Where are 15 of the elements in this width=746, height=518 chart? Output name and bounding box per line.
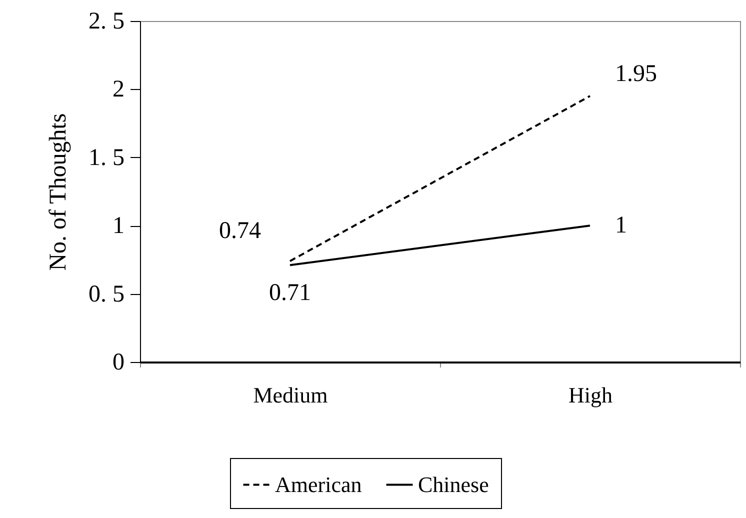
- data-label: 0.71: [269, 280, 311, 306]
- data-label: 1.95: [615, 61, 657, 88]
- legend-label: Chinese: [418, 472, 489, 497]
- y-tick-label: 2: [112, 76, 124, 103]
- y-tick-label: 1: [112, 213, 124, 240]
- data-label: 1: [615, 212, 627, 239]
- y-tick-label: 1. 5: [88, 144, 124, 171]
- legend-label: American: [275, 472, 362, 497]
- y-tick-label: 0: [112, 350, 124, 376]
- data-label: 0.74: [219, 218, 261, 244]
- x-tick-label: Medium: [253, 382, 328, 408]
- y-axis-title: No. of Thoughts: [46, 113, 72, 271]
- y-tick-label: 2. 5: [88, 8, 124, 34]
- y-tick-label: 0. 5: [88, 281, 124, 308]
- x-tick-label: High: [568, 382, 612, 408]
